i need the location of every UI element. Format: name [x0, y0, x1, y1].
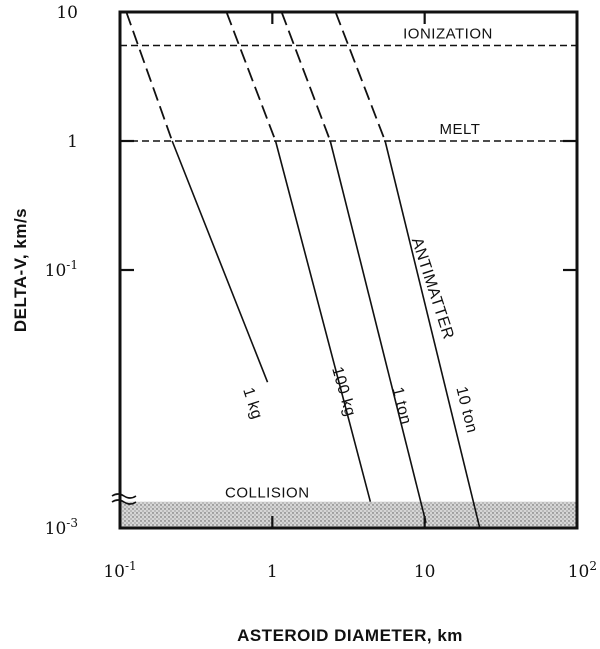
series-label-10-ton: 10 ton [452, 385, 480, 435]
series-line-dashed-1-ton [280, 11, 332, 142]
series-line-solid-1-kg [171, 140, 269, 383]
reference-lines-layer [120, 44, 577, 142]
x-tick-label: 1 [267, 562, 278, 582]
series-label-100-kg: 100 kg [328, 365, 358, 419]
series-line-solid-1-ton [329, 140, 427, 523]
series-label-1-kg: 1 kg [239, 386, 265, 422]
reference-label-melt: MELT [440, 121, 481, 138]
collision-band [120, 501, 577, 528]
series-label-1-ton: 1 ton [389, 385, 415, 426]
y-tick-label: 1 [67, 132, 78, 152]
series-line-solid-10-ton [384, 140, 481, 529]
y-axis-title: DELTA-V, km/s [11, 208, 30, 332]
annotation-layer: COLLISION IONIZATION MELT 1 kg 100 kg 1 ton 10… [225, 25, 493, 502]
group-label-antimatter: ANTIMATTER [408, 236, 457, 342]
collision-band-layer [120, 501, 577, 528]
tick-label-layer: 10-1 1 10 102 10 1 10-1 10-3 [45, 3, 597, 582]
x-axis-title: ASTEROID DIAMETER, km [237, 626, 463, 645]
series-line-dashed-1-kg [125, 11, 174, 142]
tick-layer [111, 10, 579, 530]
series-line-solid-100-kg [274, 140, 372, 502]
y-tick-label: 10-1 [45, 258, 78, 281]
plot-frame [118, 10, 579, 530]
x-tick-label: 10-1 [103, 559, 136, 582]
x-tick-label: 10 [414, 562, 436, 582]
series-line-dashed-100-kg [225, 11, 277, 142]
reference-label-ionization: IONIZATION [403, 25, 493, 42]
series-line-dashed-10-ton [334, 11, 386, 142]
axis-break-mark [111, 493, 137, 505]
x-tick-label: 102 [568, 559, 597, 582]
collision-label: COLLISION [225, 485, 310, 502]
y-tick-label: 10-3 [45, 516, 78, 539]
y-tick-label: 10 [56, 3, 78, 23]
series-layer [125, 11, 481, 529]
